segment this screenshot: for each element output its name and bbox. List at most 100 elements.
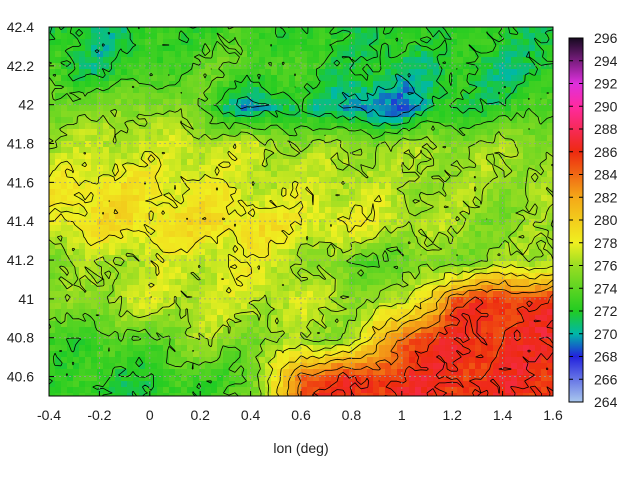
heatmap-cell	[343, 81, 350, 88]
heatmap-cell	[103, 39, 110, 46]
heatmap-cell	[307, 153, 314, 160]
heatmap-cell	[511, 165, 518, 172]
heatmap-cell	[187, 339, 194, 346]
heatmap-cell	[511, 219, 518, 226]
heatmap-cell	[163, 39, 170, 46]
heatmap-cell	[271, 357, 278, 364]
heatmap-cell	[241, 321, 248, 328]
heatmap-cell	[445, 243, 452, 250]
heatmap-cell	[505, 57, 512, 64]
heatmap-cell	[355, 285, 362, 292]
heatmap-cell	[199, 201, 206, 208]
heatmap-cell	[97, 249, 104, 256]
heatmap-cell	[427, 177, 434, 184]
heatmap-cell	[91, 129, 98, 136]
heatmap-cell	[139, 81, 146, 88]
heatmap-cell	[361, 225, 368, 232]
heatmap-cell	[205, 213, 212, 220]
heatmap-cell	[535, 279, 542, 286]
heatmap-cell	[499, 243, 506, 250]
heatmap-cell	[145, 381, 152, 388]
heatmap-cell	[361, 195, 368, 202]
heatmap-cell	[541, 165, 548, 172]
heatmap-cell	[463, 33, 470, 40]
heatmap-cell	[67, 165, 74, 172]
heatmap-cell	[139, 93, 146, 100]
heatmap-cell	[283, 75, 290, 82]
heatmap-cell	[175, 135, 182, 142]
heatmap-cell	[505, 99, 512, 106]
heatmap-cell	[415, 27, 422, 34]
heatmap-cell	[193, 87, 200, 94]
heatmap-cell	[457, 207, 464, 214]
heatmap-cell	[163, 285, 170, 292]
heatmap-cell	[409, 105, 416, 112]
heatmap-cell	[541, 327, 548, 334]
heatmap-cell	[529, 189, 536, 196]
heatmap-cell	[229, 201, 236, 208]
heatmap-cell	[361, 303, 368, 310]
heatmap-cell	[349, 111, 356, 118]
heatmap-cell	[331, 111, 338, 118]
heatmap-cell	[271, 153, 278, 160]
heatmap-cell	[169, 237, 176, 244]
heatmap-cell	[463, 69, 470, 76]
heatmap-cell	[187, 147, 194, 154]
heatmap-cell	[121, 63, 128, 70]
heatmap-cell	[289, 231, 296, 238]
heatmap-cell	[187, 81, 194, 88]
heatmap-cell	[169, 57, 176, 64]
heatmap-cell	[181, 279, 188, 286]
heatmap-cell	[55, 321, 62, 328]
heatmap-cell	[229, 315, 236, 322]
heatmap-cell	[211, 339, 218, 346]
heatmap-cell	[529, 267, 536, 274]
heatmap-cell	[169, 369, 176, 376]
heatmap-cell	[523, 267, 530, 274]
heatmap-cell	[409, 345, 416, 352]
heatmap-cell	[271, 327, 278, 334]
heatmap-cell	[427, 219, 434, 226]
heatmap-cell	[493, 141, 500, 148]
heatmap-cell	[421, 117, 428, 124]
heatmap-cell	[343, 237, 350, 244]
heatmap-cell	[541, 195, 548, 202]
heatmap-cell	[181, 105, 188, 112]
heatmap-cell	[49, 303, 56, 310]
heatmap-cell	[511, 105, 518, 112]
heatmap-cell	[223, 45, 230, 52]
heatmap-cell	[247, 267, 254, 274]
heatmap-cell	[199, 225, 206, 232]
heatmap-cell	[157, 87, 164, 94]
heatmap-cell	[235, 225, 242, 232]
heatmap-cell	[307, 141, 314, 148]
heatmap-cell	[133, 33, 140, 40]
heatmap-cell	[409, 159, 416, 166]
heatmap-cell	[175, 279, 182, 286]
heatmap-cell	[121, 285, 128, 292]
heatmap-cell	[463, 273, 470, 280]
heatmap-cell	[241, 351, 248, 358]
heatmap-cell	[511, 189, 518, 196]
heatmap-cell	[289, 75, 296, 82]
heatmap-cell	[481, 105, 488, 112]
heatmap-cell	[391, 249, 398, 256]
heatmap-cell	[349, 303, 356, 310]
heatmap-cell	[493, 369, 500, 376]
heatmap-cell	[247, 357, 254, 364]
heatmap-cell	[295, 57, 302, 64]
heatmap-cell	[133, 291, 140, 298]
heatmap-cell	[349, 33, 356, 40]
heatmap-cell	[439, 237, 446, 244]
heatmap-cell	[181, 207, 188, 214]
heatmap-cell	[463, 147, 470, 154]
heatmap-cell	[97, 261, 104, 268]
heatmap-cell	[49, 129, 56, 136]
heatmap-cell	[121, 375, 128, 382]
heatmap-cell	[193, 99, 200, 106]
heatmap-cell	[295, 315, 302, 322]
heatmap-cell	[79, 153, 86, 160]
heatmap-cell	[391, 207, 398, 214]
heatmap-cell	[109, 117, 116, 124]
heatmap-cell	[367, 219, 374, 226]
